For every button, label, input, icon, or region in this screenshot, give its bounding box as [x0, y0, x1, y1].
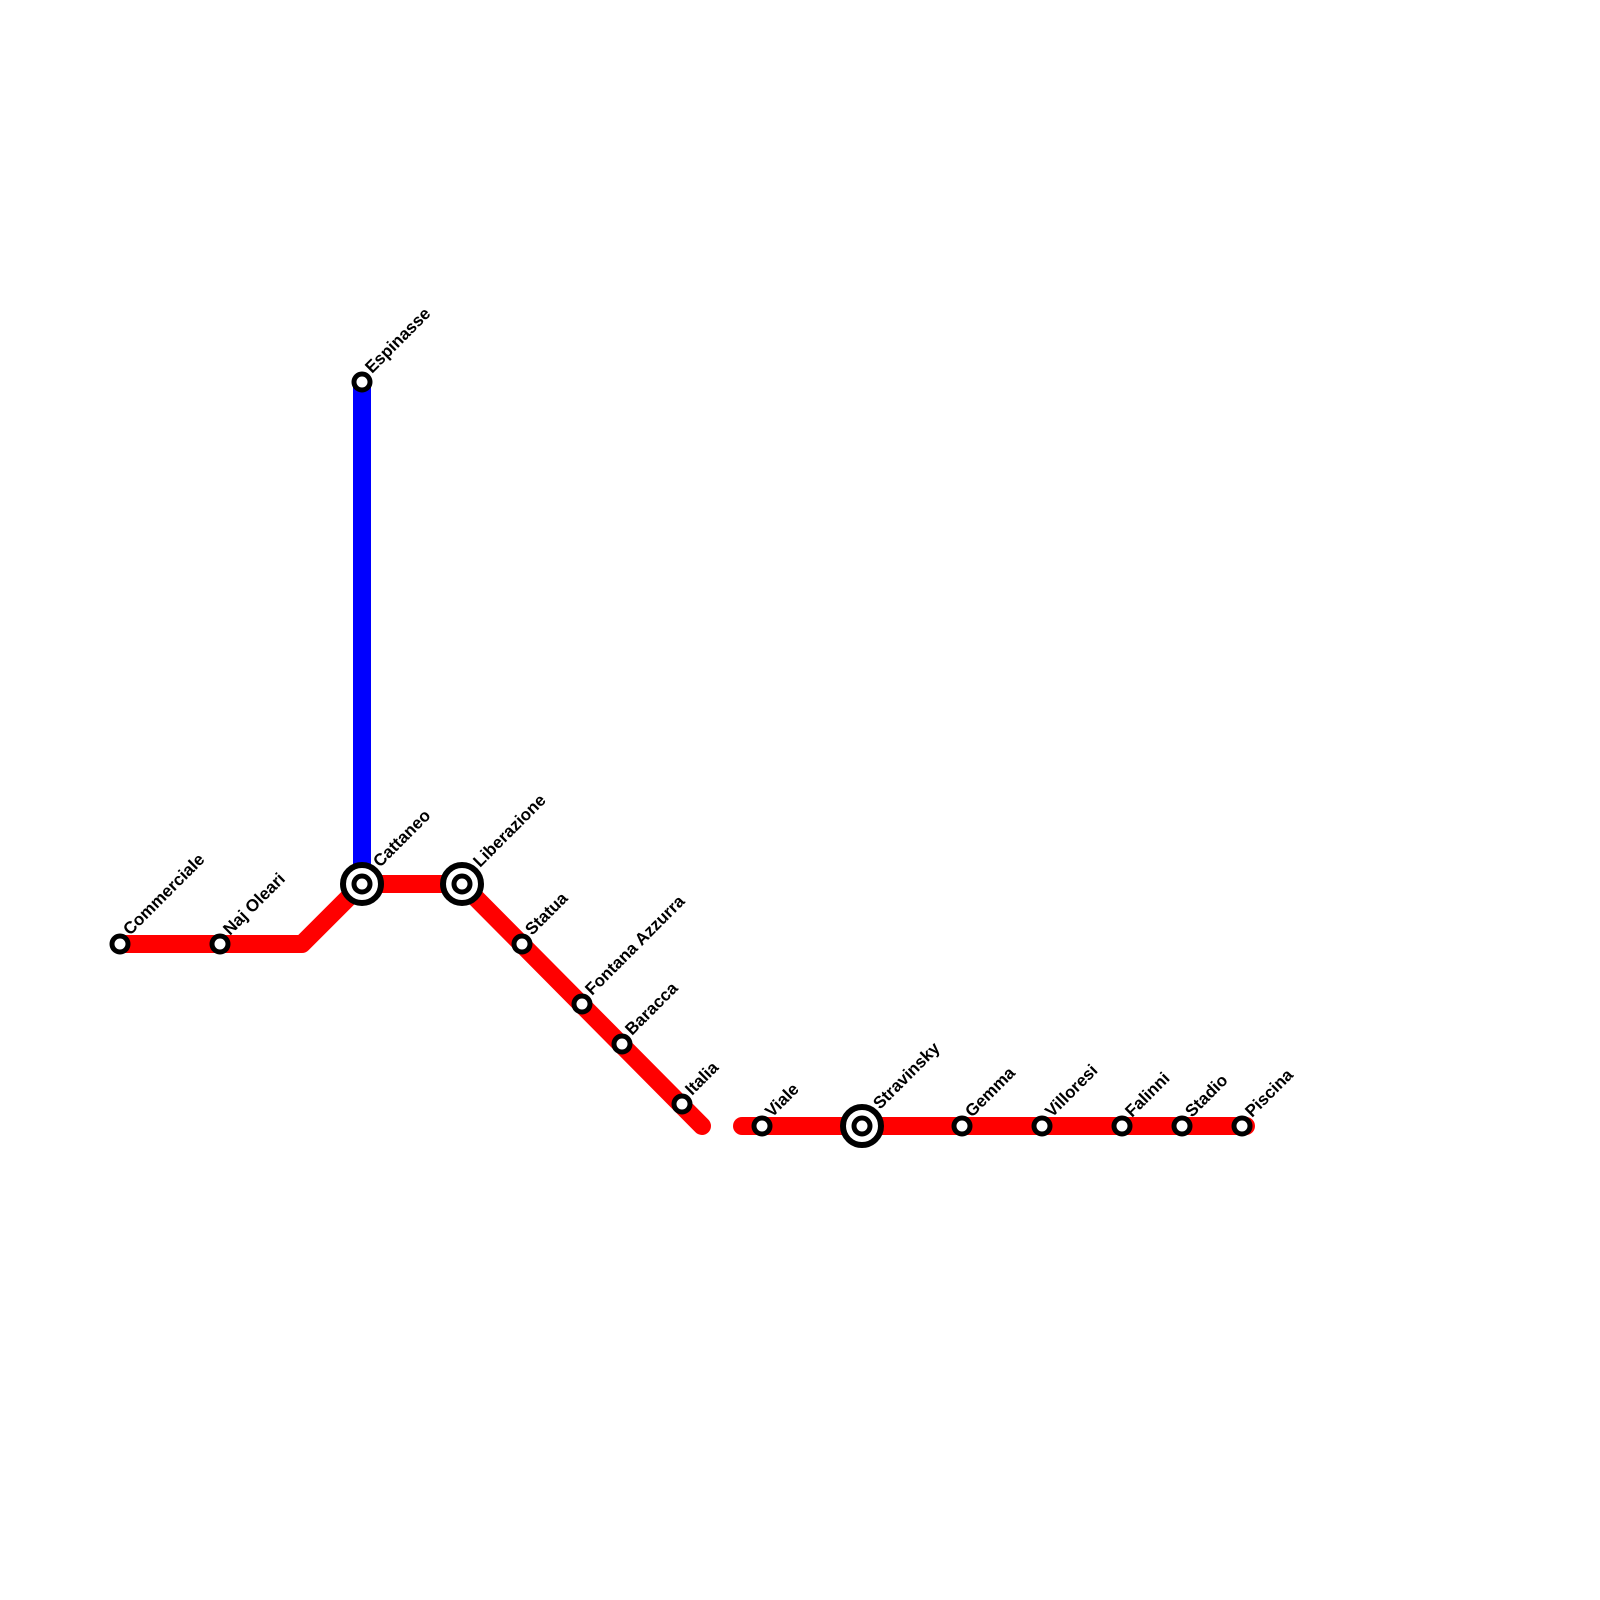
station-marker-icon	[351, 371, 373, 393]
station-label: Liberazione	[469, 791, 549, 871]
station-espinasse[interactable]: Espinasse	[351, 304, 434, 393]
station-marker-icon	[951, 1115, 973, 1137]
interchange-inner-ring	[451, 873, 473, 895]
station-marker-icon	[671, 1093, 693, 1115]
station-baracca[interactable]: Baracca	[611, 978, 682, 1055]
station-label: Commerciale	[119, 850, 208, 939]
station-label: Fontana Azzurra	[581, 891, 689, 999]
station-label: Villoresi	[1041, 1061, 1101, 1121]
station-label: Cattaneo	[369, 806, 434, 871]
station-label: Baracca	[621, 978, 682, 1039]
station-marker-icon	[611, 1033, 633, 1055]
station-piscina[interactable]: Piscina	[1231, 1065, 1297, 1137]
station-marker-icon	[1031, 1115, 1053, 1137]
station-label: Statua	[521, 888, 572, 939]
station-marker-icon	[1171, 1115, 1193, 1137]
station-label: Naj Oleari	[219, 869, 289, 939]
station-italia[interactable]: Italia	[671, 1058, 723, 1115]
station-label: Falinni	[1121, 1069, 1173, 1121]
interchange-inner-ring	[351, 873, 373, 895]
station-label: Gemma	[961, 1063, 1019, 1121]
station-marker-icon	[209, 933, 231, 955]
station-marker-icon	[571, 993, 593, 1015]
station-marker-icon	[1231, 1115, 1253, 1137]
station-marker-icon	[1111, 1115, 1133, 1137]
station-marker-icon	[109, 933, 131, 955]
station-label: Italia	[681, 1058, 722, 1099]
stations-layer: Espinasse Commerciale Naj Oleari Cattaneo Li…	[109, 304, 1297, 1148]
station-label: Stadio	[1181, 1071, 1231, 1121]
red-line-route-west	[111, 875, 711, 1135]
station-marker-icon	[751, 1115, 773, 1137]
station-liberazione[interactable]: Liberazione	[440, 791, 550, 906]
station-label: Stravinsky	[869, 1038, 944, 1113]
station-label: Piscina	[1241, 1065, 1297, 1121]
station-marker-icon	[511, 933, 533, 955]
station-label: Espinasse	[361, 304, 434, 377]
station-label: Viale	[761, 1080, 802, 1121]
interchange-inner-ring	[851, 1115, 873, 1137]
station-statua[interactable]: Statua	[511, 888, 572, 955]
